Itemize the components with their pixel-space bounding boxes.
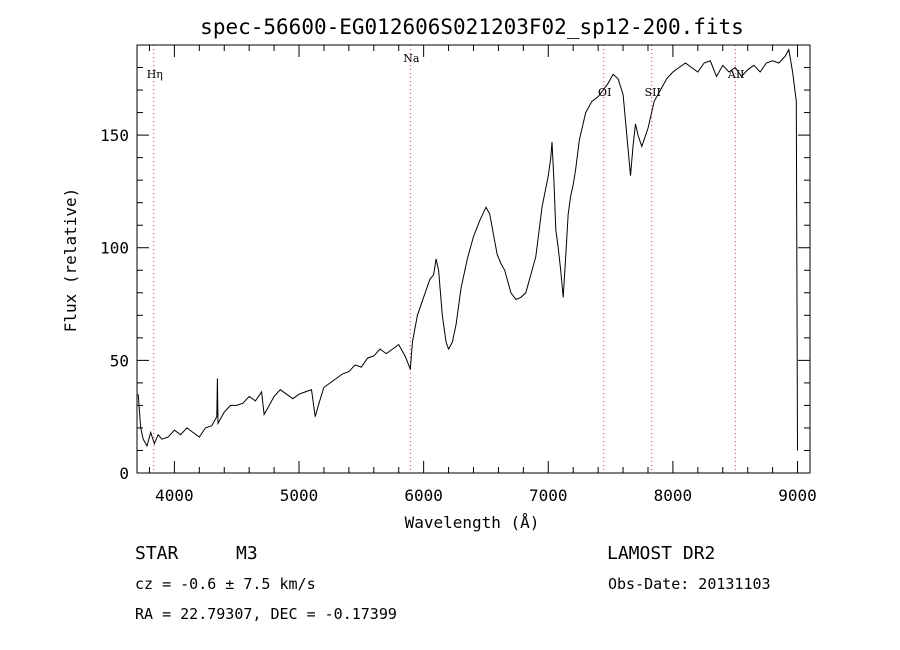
marker-label: Hη (147, 68, 163, 81)
x-tick-label: 8000 (654, 486, 693, 505)
y-axis: 0 50 100 150 (100, 67, 810, 483)
y-tick-label: 0 (119, 464, 129, 483)
marker-label: OI (598, 86, 611, 99)
spectrum-line-0 (137, 47, 798, 451)
marker-label: SII (645, 86, 661, 99)
observation-date: Obs-Date: 20131103 (608, 575, 771, 593)
spectrum-series (137, 47, 798, 451)
x-axis-label: Wavelength (Å) (405, 513, 540, 532)
x-tick-label: 6000 (404, 486, 443, 505)
survey-name: LAMOST DR2 (607, 543, 715, 564)
object-type: STAR (135, 543, 179, 564)
plot-frame (136, 44, 811, 474)
x-axis: 4000 5000 6000 7000 8000 9000 (148, 45, 817, 505)
y-tick-label: 50 (110, 351, 129, 370)
marker-label: AII (727, 68, 745, 81)
y-tick-label: 100 (100, 239, 129, 258)
marker-label: Na (403, 52, 420, 65)
line-markers: Hη Na OI SII AII (147, 45, 745, 473)
x-tick-label: 4000 (155, 486, 194, 505)
x-tick-label: 7000 (529, 486, 568, 505)
redshift-velocity: cz = -0.6 ± 7.5 km/s (135, 575, 316, 593)
object-subclass: M3 (236, 543, 258, 564)
y-axis-label: Flux (relative) (61, 188, 80, 333)
y-tick-label: 150 (100, 126, 129, 145)
chart-title: spec-56600-EG012606S021203F02_sp12-200.f… (200, 15, 744, 39)
coordinates: RA = 22.79307, DEC = -0.17399 (135, 605, 397, 623)
x-tick-label: 9000 (778, 486, 817, 505)
x-tick-label: 5000 (280, 486, 319, 505)
